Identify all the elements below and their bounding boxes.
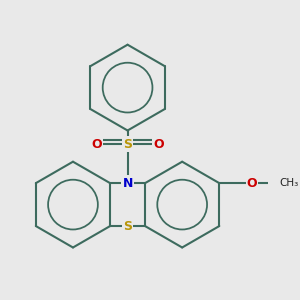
Text: CH₃: CH₃ [279, 178, 298, 188]
Text: O: O [247, 177, 257, 190]
Text: N: N [122, 177, 133, 190]
Text: O: O [91, 138, 102, 151]
Text: O: O [154, 138, 164, 151]
Text: S: S [123, 220, 132, 232]
Text: S: S [123, 138, 132, 151]
